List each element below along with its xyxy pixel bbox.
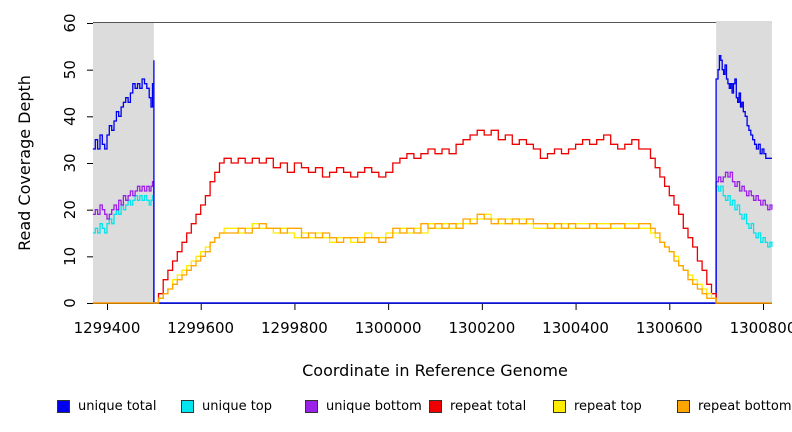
legend: unique total unique top unique bottom repea… <box>57 399 792 414</box>
y-tick-label: 50 <box>61 60 79 79</box>
legend-swatch-repeat-bottom <box>677 400 690 413</box>
legend-item-unique-bottom: unique bottom <box>305 399 429 414</box>
y-tick-label: 10 <box>61 247 79 266</box>
y-tick-label: 0 <box>61 298 79 308</box>
series-unique-total-line <box>92 55 772 304</box>
series-unique-top-line <box>92 181 773 304</box>
x-tick-label: 1300400 <box>542 319 609 337</box>
legend-swatch-unique-top <box>181 400 194 413</box>
legend-label-repeat-bottom: repeat bottom <box>698 399 792 414</box>
y-tick-label: 60 <box>61 13 79 32</box>
legend-item-repeat-total: repeat total <box>429 399 553 414</box>
series-unique-bottom-line <box>92 171 773 304</box>
x-tick-label: 1299600 <box>167 319 234 337</box>
series-repeat-top-line <box>92 213 772 304</box>
legend-item-unique-top: unique top <box>181 399 305 414</box>
series-repeat-total-line <box>92 129 772 304</box>
y-tick-label: 30 <box>61 153 79 172</box>
x-tick-label: 1300000 <box>355 319 422 337</box>
legend-item-repeat-bottom: repeat bottom <box>677 399 792 414</box>
series-repeat-bottom-line <box>92 213 772 304</box>
legend-swatch-repeat-top <box>553 400 566 413</box>
y-tick-label: 40 <box>61 107 79 126</box>
legend-label-repeat-total: repeat total <box>450 399 527 414</box>
legend-swatch-unique-bottom <box>305 400 318 413</box>
x-tick-label: 1299800 <box>261 319 328 337</box>
legend-swatch-unique-total <box>57 400 70 413</box>
shaded-flank-left <box>92 22 154 303</box>
x-tick-label: 1300200 <box>448 319 515 337</box>
x-axis-title: Coordinate in Reference Genome <box>302 361 568 380</box>
x-tick-label: 1300800 <box>730 319 792 337</box>
legend-label-unique-bottom: unique bottom <box>326 399 422 414</box>
x-tick-label: 1300600 <box>636 319 703 337</box>
shaded-flank-right <box>716 21 772 303</box>
x-tick-label: 1299400 <box>74 319 141 337</box>
legend-label-unique-top: unique top <box>202 399 273 414</box>
y-axis-title: Read Coverage Depth <box>15 75 34 251</box>
legend-label-repeat-top: repeat top <box>574 399 642 414</box>
legend-label-unique-total: unique total <box>78 399 157 414</box>
plot-area: 1299400 1299600 1299800 1300000 1300200 13004… <box>61 13 792 337</box>
legend-item-unique-total: unique total <box>57 399 181 414</box>
y-tick-label: 20 <box>61 200 79 219</box>
legend-item-repeat-top: repeat top <box>553 399 677 414</box>
legend-swatch-repeat-total <box>429 400 442 413</box>
